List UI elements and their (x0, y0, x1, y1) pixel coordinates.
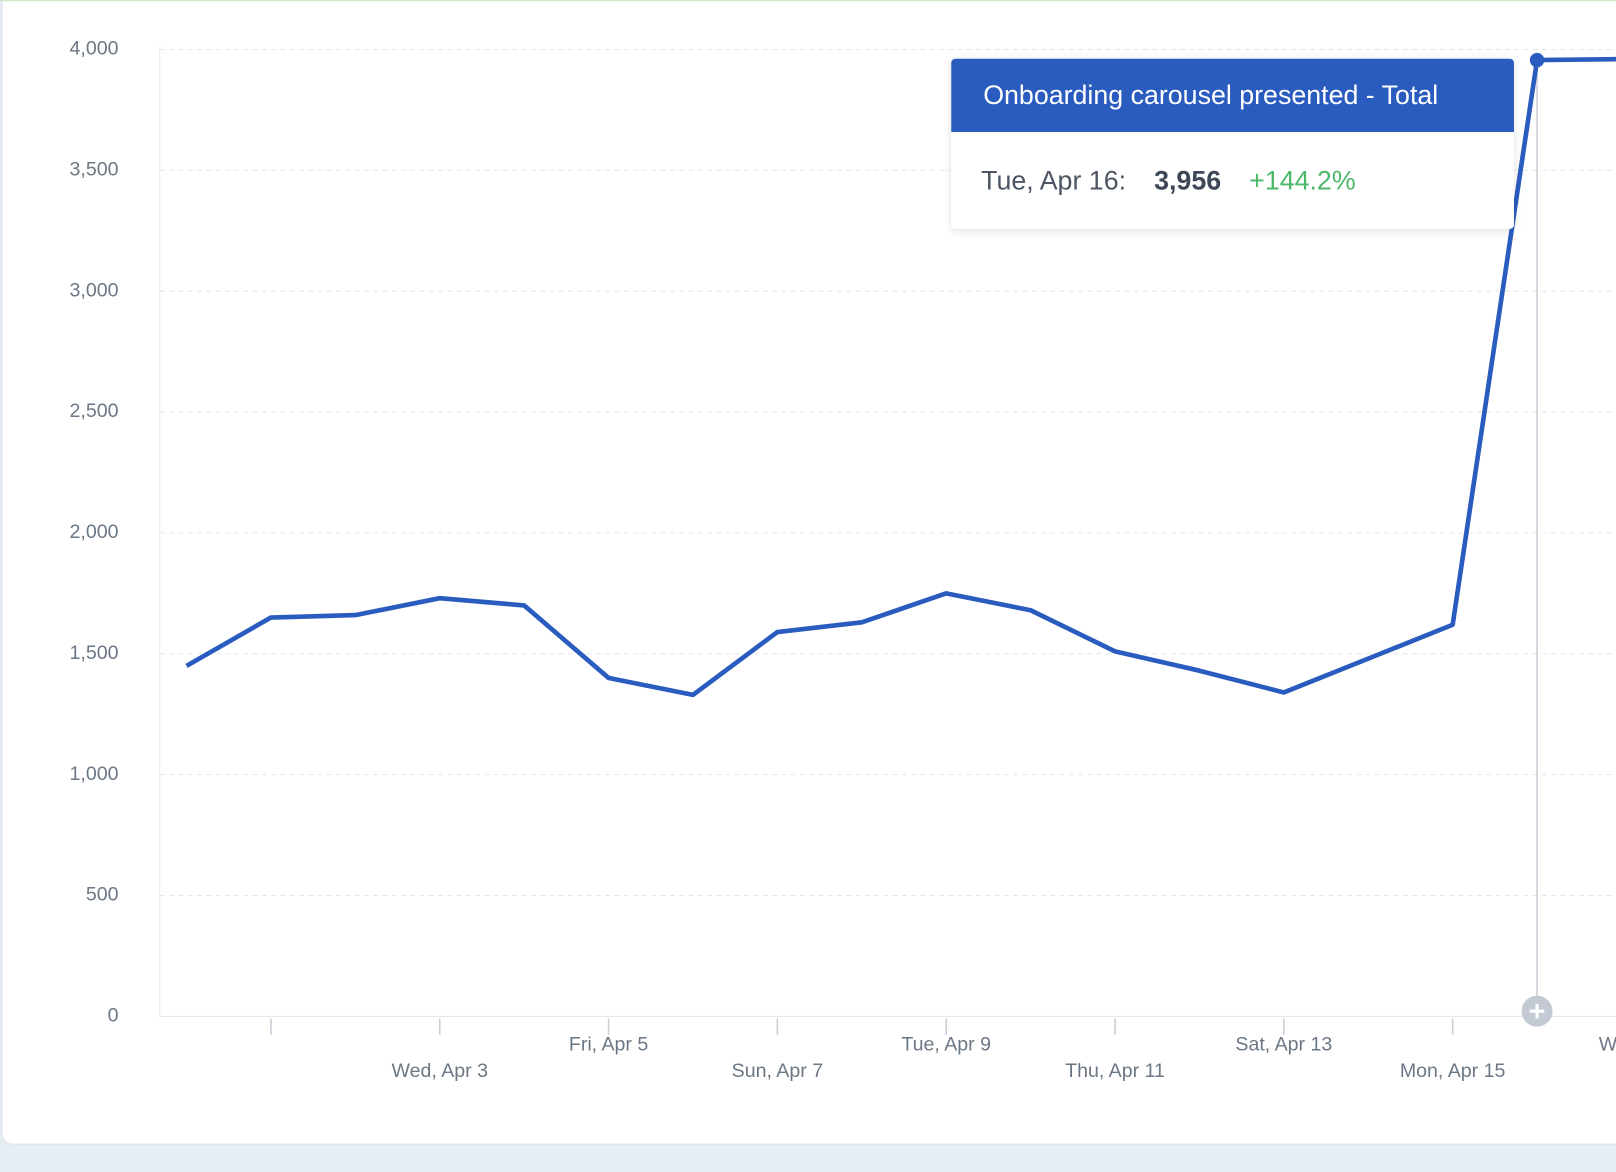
tooltip-value: 3,956 (1154, 166, 1221, 196)
y-tick-label: 3,500 (70, 159, 119, 181)
x-tick-label: Fri, Apr 5 (569, 1033, 649, 1055)
tooltip-date: Tue, Apr 16: (981, 166, 1126, 196)
y-tick-label: 0 (108, 1005, 119, 1027)
card (1, 0, 1616, 1145)
line-series (185, 56, 1616, 698)
tooltip-header (951, 58, 1514, 132)
hover-point (1529, 52, 1545, 68)
x-ticks: Wed, Apr 3 Fri, Apr 5 Sun, Apr 7 Tue, Apr 9… (270, 1018, 1616, 1082)
x-tick-label: Mon, Apr 15 (1400, 1060, 1506, 1082)
y-tick-label: 3,000 (70, 279, 119, 301)
tooltip-line: Tue, Apr 16: 3,956 +144.2% (981, 166, 1356, 196)
x-tick-label: Tue, Apr 9 (901, 1033, 991, 1055)
tooltip-title: Onboarding carousel presented - Total (983, 80, 1438, 110)
x-tick-label: Wed, Apr 3 (392, 1060, 489, 1082)
y-tick-label: 1,500 (70, 642, 119, 664)
tooltip-change: +144.2% (1249, 166, 1355, 196)
y-tick-label: 2,500 (70, 400, 119, 422)
tooltip: Onboarding carousel presented - Total Tu… (951, 58, 1514, 229)
x-tick-label: Sun, Apr 7 (732, 1060, 823, 1082)
y-tick-label: 500 (86, 884, 119, 906)
add-annotation-icon[interactable] (1521, 995, 1553, 1027)
x-tick-label: Sat, Apr 13 (1235, 1033, 1332, 1055)
y-tick-label: 4,000 (70, 38, 119, 60)
x-tick-label: Thu, Apr 11 (1065, 1060, 1165, 1082)
y-tick-label: 2,000 (70, 521, 119, 543)
y-tick-label: 1,000 (70, 763, 119, 785)
x-tick-label: Wed, (1599, 1033, 1616, 1055)
grid: 0 500 1,000 1,500 2,000 2,500 3,000 3,500 4,000 (70, 38, 1616, 1027)
series (185, 52, 1616, 698)
